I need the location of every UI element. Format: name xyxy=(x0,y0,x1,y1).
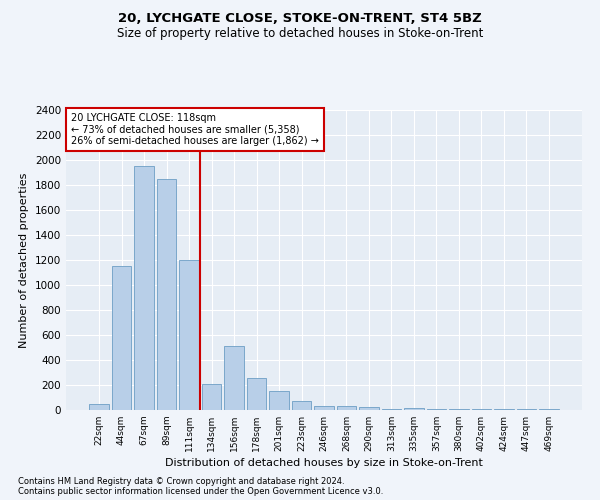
Y-axis label: Number of detached properties: Number of detached properties xyxy=(19,172,29,348)
Bar xyxy=(359,407,379,410)
Bar xyxy=(247,378,266,410)
Text: 20, LYCHGATE CLOSE, STOKE-ON-TRENT, ST4 5BZ: 20, LYCHGATE CLOSE, STOKE-ON-TRENT, ST4 … xyxy=(118,12,482,26)
Bar xyxy=(292,401,311,410)
Bar xyxy=(157,179,176,410)
Text: Size of property relative to detached houses in Stoke-on-Trent: Size of property relative to detached ho… xyxy=(117,28,483,40)
Text: 20 LYCHGATE CLOSE: 118sqm
← 73% of detached houses are smaller (5,358)
26% of se: 20 LYCHGATE CLOSE: 118sqm ← 73% of detac… xyxy=(71,113,319,146)
Bar xyxy=(89,404,109,410)
Text: Contains public sector information licensed under the Open Government Licence v3: Contains public sector information licen… xyxy=(18,487,383,496)
Bar xyxy=(269,391,289,410)
X-axis label: Distribution of detached houses by size in Stoke-on-Trent: Distribution of detached houses by size … xyxy=(165,458,483,468)
Bar xyxy=(224,346,244,410)
Bar xyxy=(202,384,221,410)
Bar xyxy=(134,166,154,410)
Bar xyxy=(314,406,334,410)
Bar xyxy=(337,406,356,410)
Text: Contains HM Land Registry data © Crown copyright and database right 2024.: Contains HM Land Registry data © Crown c… xyxy=(18,477,344,486)
Bar xyxy=(179,260,199,410)
Bar xyxy=(404,408,424,410)
Bar xyxy=(112,266,131,410)
Bar xyxy=(382,409,401,410)
Bar xyxy=(427,409,446,410)
